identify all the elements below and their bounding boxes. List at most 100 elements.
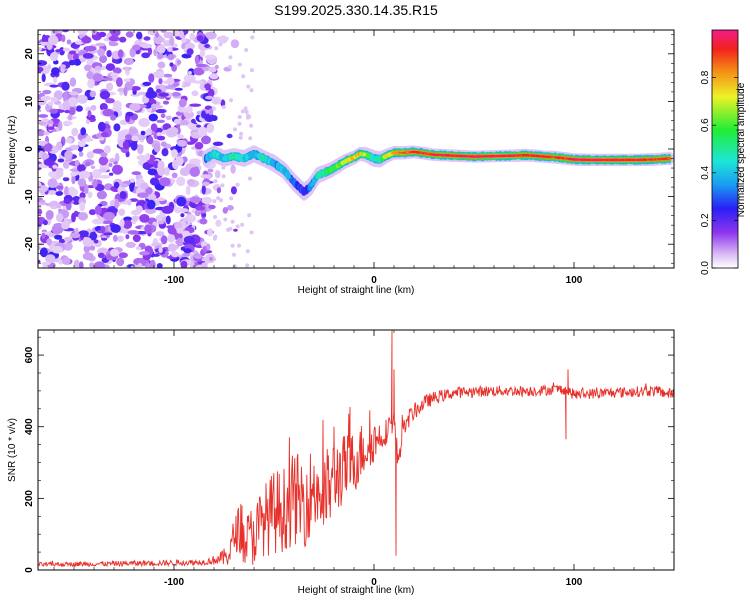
noise-blob bbox=[162, 100, 170, 105]
noise-blob bbox=[194, 142, 204, 150]
noise-blob bbox=[189, 32, 196, 41]
snr-x-tick-label: -100 bbox=[164, 577, 184, 588]
noise-blob bbox=[127, 230, 139, 235]
noise-blob bbox=[156, 119, 166, 124]
noise-blob bbox=[130, 141, 138, 151]
noise-blob bbox=[171, 92, 181, 97]
noise-blob bbox=[207, 228, 213, 237]
ridge-mark bbox=[328, 167, 333, 173]
noise-blob bbox=[48, 171, 56, 178]
noise-blob bbox=[232, 252, 236, 257]
noise-blob bbox=[79, 201, 86, 212]
noise-blob bbox=[88, 209, 97, 216]
noise-blob bbox=[204, 44, 211, 48]
noise-blob bbox=[155, 231, 165, 237]
noise-blob bbox=[226, 227, 231, 232]
noise-blob bbox=[53, 76, 58, 84]
noise-blob bbox=[99, 103, 108, 111]
noise-blob bbox=[131, 171, 142, 176]
noise-blob bbox=[89, 90, 97, 98]
noise-blob bbox=[69, 77, 77, 87]
noise-blob bbox=[178, 98, 187, 108]
colorbar-tick-label: 0.0 bbox=[700, 261, 711, 275]
noise-blob bbox=[233, 228, 238, 232]
noise-blob bbox=[117, 130, 126, 140]
noise-blob bbox=[181, 37, 187, 44]
noise-blob bbox=[243, 106, 248, 111]
noise-blob bbox=[189, 167, 200, 177]
noise-blob bbox=[185, 185, 191, 196]
noise-blob bbox=[214, 46, 219, 51]
noise-blob bbox=[77, 178, 87, 187]
noise-blob bbox=[145, 186, 153, 195]
noise-blob bbox=[208, 204, 216, 210]
noise-blob bbox=[99, 174, 111, 179]
ridge-mark bbox=[286, 172, 291, 180]
noise-blob bbox=[50, 51, 59, 62]
noise-blob bbox=[213, 215, 217, 219]
noise-blob bbox=[129, 182, 135, 192]
snr-y-tick-label: 200 bbox=[24, 490, 35, 507]
noise-blob bbox=[112, 67, 122, 74]
noise-blob bbox=[47, 101, 54, 106]
noise-blob bbox=[182, 252, 191, 257]
noise-blob bbox=[152, 71, 165, 77]
noise-blob bbox=[186, 141, 195, 145]
noise-blob bbox=[64, 150, 73, 160]
noise-blob bbox=[49, 108, 58, 114]
noise-blob bbox=[108, 35, 120, 42]
noise-blob bbox=[179, 30, 184, 39]
noise-blob bbox=[77, 140, 86, 147]
noise-blob bbox=[108, 162, 113, 167]
noise-blob bbox=[229, 98, 233, 103]
noise-blob bbox=[136, 31, 143, 40]
noise-blob bbox=[93, 261, 106, 268]
noise-blob bbox=[157, 221, 165, 225]
noise-blob bbox=[55, 49, 64, 53]
snr-y-axis-label: SNR (10 * v/v) bbox=[7, 418, 18, 482]
colorbar-tick-label: 0.4 bbox=[700, 165, 711, 179]
noise-blob bbox=[38, 104, 41, 110]
snr-plot-frame bbox=[37, 329, 675, 571]
noise-blob bbox=[130, 93, 141, 97]
noise-blob bbox=[156, 135, 166, 141]
noise-blob bbox=[40, 95, 52, 101]
noise-blob bbox=[147, 31, 156, 35]
noise-blob bbox=[38, 201, 42, 210]
noise-blob bbox=[174, 87, 183, 91]
noise-blob bbox=[240, 222, 245, 227]
noise-blob bbox=[86, 71, 94, 80]
noise-blob bbox=[192, 80, 204, 84]
noise-blob bbox=[61, 34, 66, 43]
noise-blob bbox=[47, 64, 52, 70]
noise-blob bbox=[181, 43, 186, 50]
noise-blob bbox=[201, 262, 208, 268]
noise-blob bbox=[95, 42, 106, 47]
noise-blob bbox=[245, 263, 250, 268]
noise-blob bbox=[125, 234, 130, 240]
noise-blob bbox=[87, 78, 95, 89]
noise-blob bbox=[43, 131, 50, 136]
noise-blob bbox=[51, 30, 59, 35]
noise-blob bbox=[247, 176, 252, 181]
noise-blob bbox=[160, 235, 168, 245]
noise-blob bbox=[117, 49, 124, 58]
noise-blob bbox=[183, 236, 195, 244]
noise-blob bbox=[244, 110, 249, 114]
noise-blob bbox=[160, 113, 166, 119]
noise-blob bbox=[235, 224, 240, 229]
noise-blob bbox=[201, 110, 206, 119]
noise-blob bbox=[61, 220, 70, 230]
noise-blob bbox=[168, 126, 179, 136]
noise-blob bbox=[172, 159, 179, 170]
noise-blob bbox=[41, 261, 51, 266]
noise-blob bbox=[249, 68, 254, 73]
noise-blob bbox=[38, 114, 49, 118]
noise-blob bbox=[193, 67, 205, 76]
spectrogram-x-tick-label: 0 bbox=[371, 275, 377, 286]
noise-blob bbox=[71, 127, 79, 137]
noise-blob bbox=[161, 205, 174, 214]
noise-blob bbox=[118, 252, 128, 259]
noise-blob bbox=[155, 109, 167, 114]
noise-blob bbox=[98, 156, 109, 166]
